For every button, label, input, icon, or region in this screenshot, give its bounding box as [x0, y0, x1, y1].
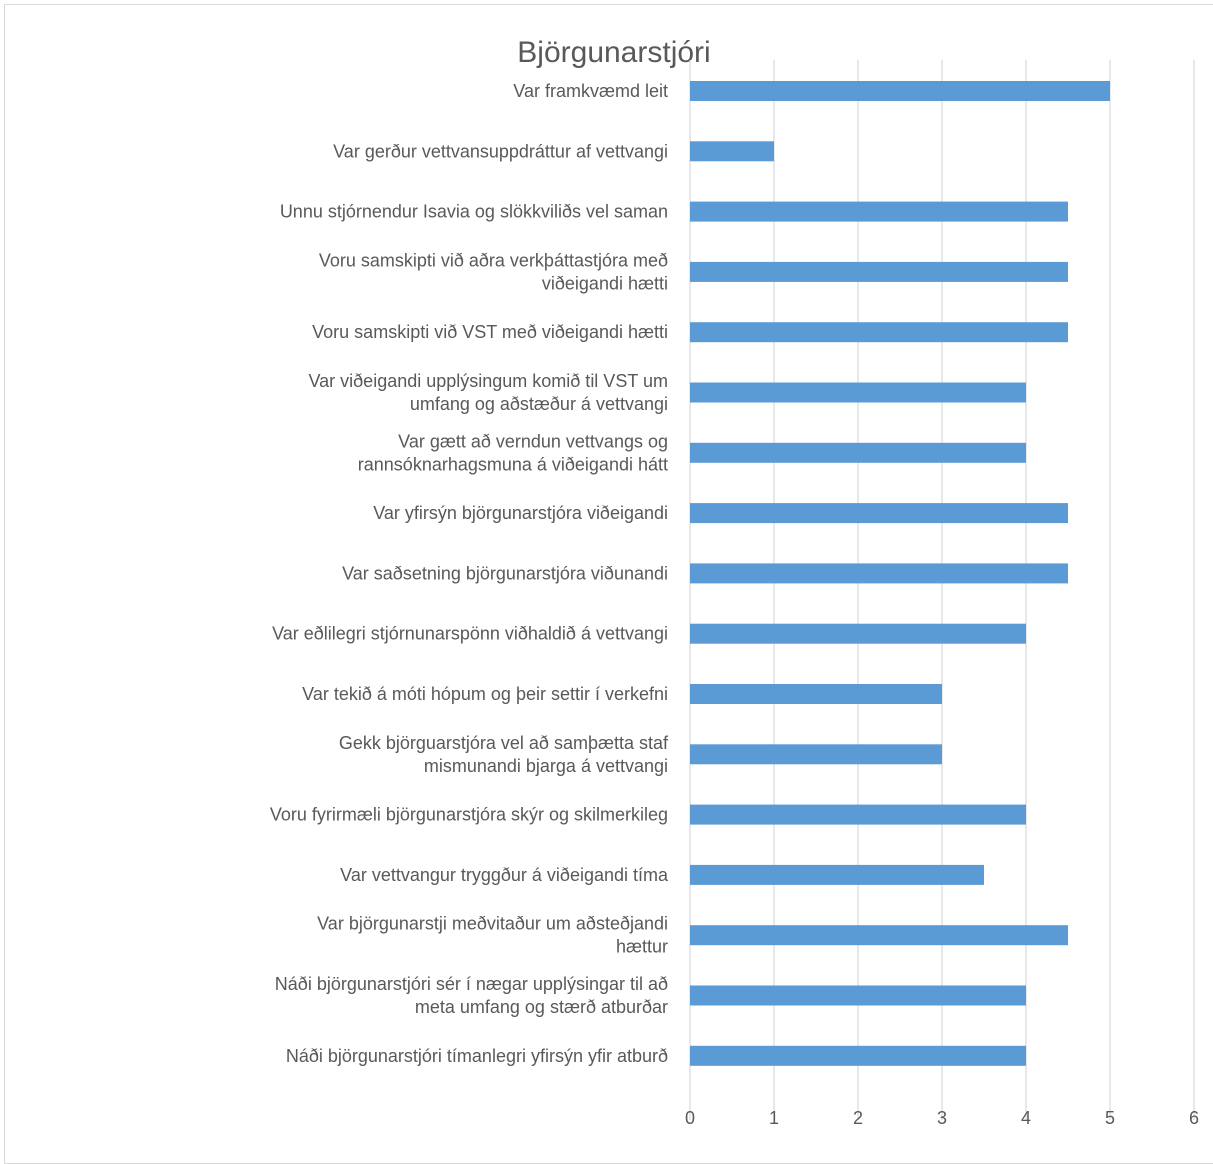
- x-tick-label: 1: [769, 1108, 779, 1128]
- x-tick-label: 4: [1021, 1108, 1031, 1128]
- category-label: meta umfang og stærð atburðar: [415, 997, 668, 1017]
- category-label: Gekk björguarstjóra vel að samþætta staf: [339, 733, 669, 753]
- category-label: viðeigandi hætti: [542, 273, 668, 293]
- x-tick-label: 2: [853, 1108, 863, 1128]
- category-label: Voru fyrirmæli björgunarstjóra skýr og s…: [270, 805, 668, 825]
- category-label: Náði björgunarstjóri tímanlegri yfirsýn …: [286, 1046, 668, 1066]
- gridlines: [689, 60, 1195, 1120]
- category-label: Var björgunarstji meðvitaður um aðsteðja…: [317, 914, 668, 934]
- category-label: Var gerður vettvansuppdráttur af vettvan…: [333, 141, 668, 161]
- bar: [690, 81, 1110, 101]
- bar: [690, 503, 1068, 524]
- category-label: Var yfirsýn björgunarstjóra viðeigandi: [373, 503, 668, 523]
- x-tick-label: 3: [937, 1108, 947, 1128]
- category-label: mismunandi bjarga á vettvangi: [424, 756, 668, 776]
- x-tick-label: 6: [1189, 1108, 1199, 1128]
- category-label: Var framkvæmd leit: [513, 81, 668, 101]
- category-label: Var eðlilegri stjórnunarspönn viðhaldið …: [272, 624, 668, 644]
- bar: [690, 623, 1026, 644]
- bar: [690, 925, 1068, 946]
- bar: [690, 563, 1068, 584]
- category-label: rannsóknarhagsmuna á viðeigandi hátt: [358, 454, 668, 474]
- bar: [690, 804, 1026, 825]
- bar: [690, 382, 1026, 403]
- category-label: Var saðsetning björgunarstjóra viðunandi: [342, 563, 668, 583]
- x-axis-ticks: 0 1 2 3 4 5 6: [685, 1108, 1199, 1128]
- chart-title: Björgunarstjóri: [517, 36, 710, 69]
- category-label: Unnu stjórnendur Isavia og slökkviliðs v…: [280, 202, 668, 222]
- category-label: hættur: [616, 937, 668, 957]
- bar: [690, 684, 942, 704]
- bar: [690, 985, 1026, 1006]
- category-label: Var viðeigandi upplýsingum komið til VST…: [309, 371, 669, 391]
- bar: [690, 1045, 1026, 1066]
- category-labels: Var framkvæmd leit Var gerður vettvansupp…: [270, 81, 669, 1066]
- bar: [690, 864, 984, 885]
- category-label: Var vettvangur tryggður á viðeigandi tím…: [340, 865, 669, 885]
- category-label: Var gætt að verndun vettvangs og: [398, 431, 668, 451]
- bar-chart: Björgunarstjóri Var framkvæmd leit Var ge…: [270, 36, 1199, 1128]
- bars: [690, 81, 1110, 1066]
- category-label: Var tekið á móti hópum og þeir settir í …: [302, 684, 668, 704]
- bar: [690, 442, 1026, 463]
- category-label: umfang og aðstæður á vettvangi: [410, 394, 668, 414]
- x-tick-label: 5: [1105, 1108, 1115, 1128]
- x-tick-label: 0: [685, 1108, 695, 1128]
- bar: [690, 322, 1068, 343]
- bar: [690, 141, 774, 162]
- bar: [690, 261, 1068, 282]
- bar: [690, 201, 1068, 222]
- bar: [690, 744, 942, 765]
- category-label: Voru samskipti við aðra verkþáttastjóra …: [319, 250, 668, 270]
- category-label: Náði björgunarstjóri sér í nægar upplýsi…: [275, 974, 668, 994]
- category-label: Voru samskipti við VST með viðeigandi hæ…: [312, 322, 668, 342]
